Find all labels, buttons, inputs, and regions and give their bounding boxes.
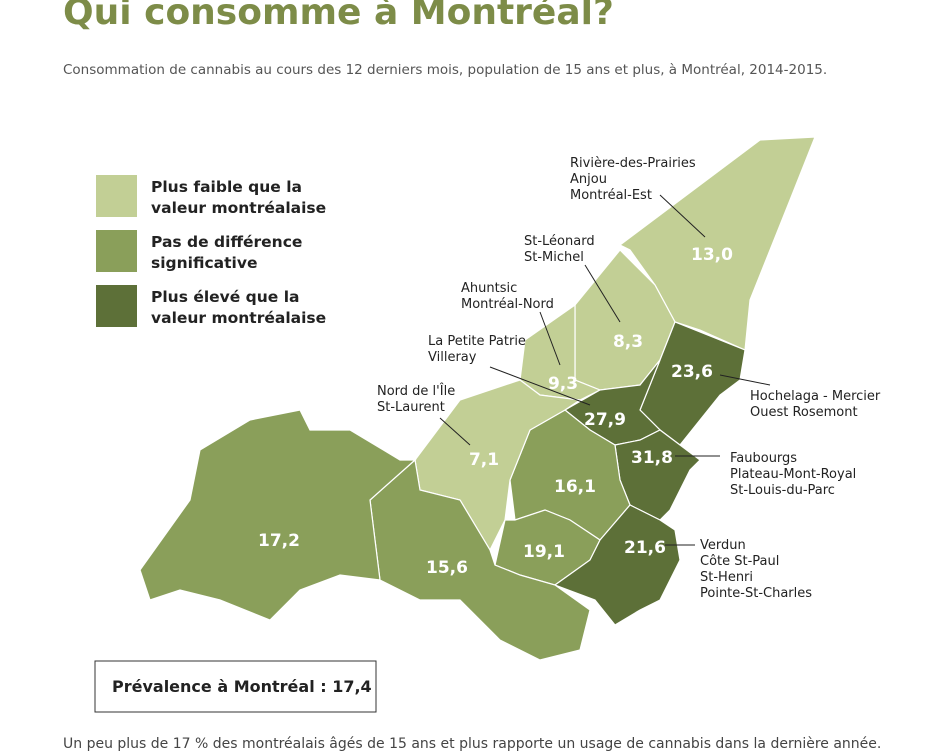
region-label: Rivière-des-Prairies (570, 156, 696, 171)
region-value: 16,1 (554, 477, 596, 497)
legend-label: Plus faible que la (151, 178, 302, 196)
region-label: Faubourgs (730, 451, 797, 466)
subtitle: Consommation de cannabis au cours des 12… (63, 62, 828, 78)
region-value: 17,2 (258, 531, 300, 551)
legend-label: significative (151, 254, 257, 272)
region-label: Villeray (428, 350, 477, 365)
region-label: St-Léonard (524, 234, 595, 249)
legend-swatch (96, 230, 137, 272)
prevalence: Prévalence à Montréal : 17,4 (112, 677, 372, 696)
region (139, 409, 417, 621)
region-value: 21,6 (624, 538, 666, 558)
regions (139, 136, 816, 661)
region-label: Pointe-St-Charles (700, 586, 812, 601)
legend-label: Plus élevé que la (151, 288, 300, 306)
region-value: 9,3 (548, 374, 578, 394)
region-value: 19,1 (523, 542, 565, 562)
region-label: St-Michel (524, 250, 584, 265)
callout-line (489, 366, 591, 406)
footer-text: Un peu plus de 17 % des montréalais âgés… (63, 736, 882, 752)
legend (96, 175, 137, 327)
region-label: Nord de l'Île (377, 383, 455, 399)
legend-swatch (96, 285, 137, 327)
region-value: 27,9 (584, 410, 626, 430)
legend-label: valeur montréalaise (151, 199, 326, 217)
region-label: La Petite Patrie (428, 334, 526, 349)
legend-label: valeur montréalaise (151, 309, 326, 327)
region-value: 8,3 (613, 332, 643, 352)
region-label: Ouest Rosemont (750, 405, 858, 420)
legend-swatch (96, 175, 137, 217)
region-label: Anjou (570, 172, 607, 187)
region-value: 31,8 (631, 448, 673, 468)
region-label: Montréal-Est (570, 188, 652, 203)
callout-line (539, 311, 561, 366)
region-value: 13,0 (691, 245, 733, 265)
callout-line (584, 264, 621, 323)
title: Qui consomme à Montréal? (63, 0, 614, 33)
region (553, 504, 681, 626)
region-label: Montréal-Nord (461, 297, 554, 312)
region-label: Hochelaga - Mercier (750, 389, 881, 404)
callouts (439, 194, 771, 546)
region (369, 458, 591, 661)
legend-label: Pas de différence (151, 233, 302, 251)
prevalence-box (94, 660, 377, 713)
region-label: St-Louis-du-Parc (730, 483, 835, 498)
region-label: St-Laurent (377, 400, 445, 415)
region-label: Côte St-Paul (700, 554, 779, 569)
region-value: 23,6 (671, 362, 713, 382)
region-label: Plateau-Mont-Royal (730, 467, 856, 482)
region-value: 15,6 (426, 558, 468, 578)
region-label: Verdun (700, 538, 746, 553)
region-value: 7,1 (469, 450, 499, 470)
region-label: St-Henri (700, 570, 753, 585)
map: Prévalence à Montréal : 17,4 Plus faible… (94, 136, 881, 713)
callout-line (719, 374, 771, 386)
region-label: Ahuntsic (461, 281, 517, 296)
callout-line (439, 417, 471, 446)
callout-line (659, 194, 706, 238)
